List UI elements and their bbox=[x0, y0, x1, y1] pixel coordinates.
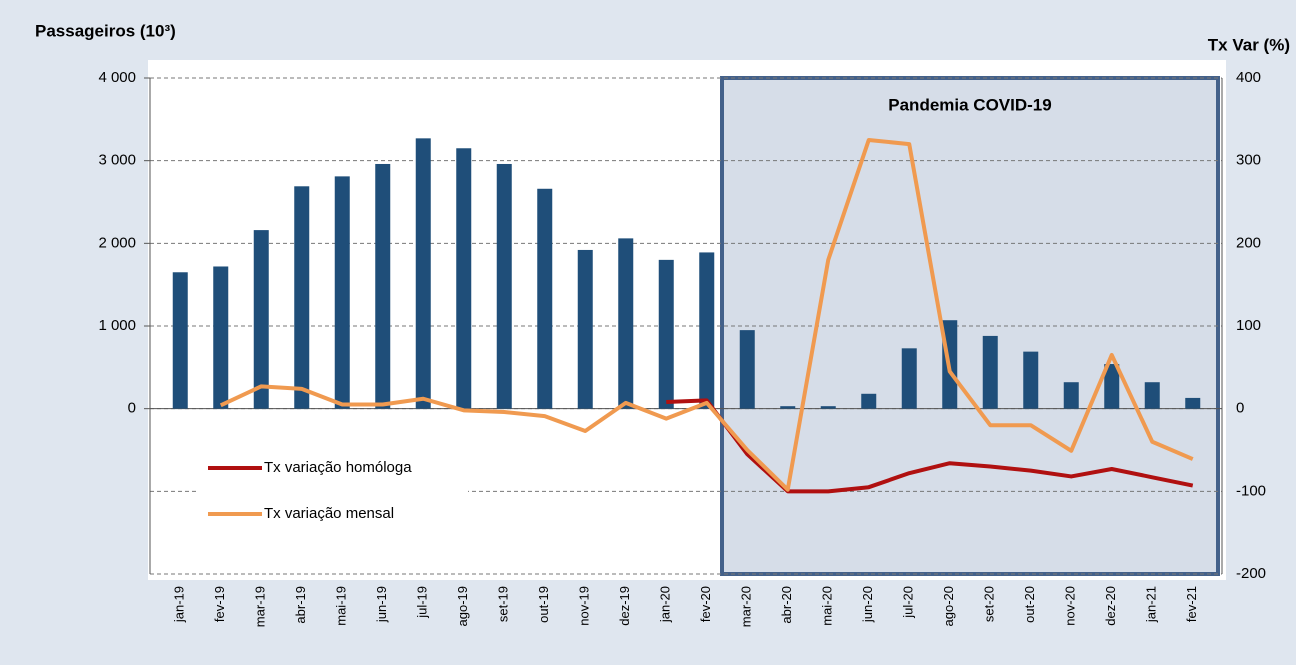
bar bbox=[1063, 382, 1079, 409]
x-tick-label: mai-19 bbox=[334, 586, 349, 626]
bar bbox=[213, 266, 229, 409]
x-tick-label: set-20 bbox=[982, 586, 997, 622]
line bbox=[219, 138, 1194, 492]
bar bbox=[375, 163, 391, 409]
legend-label: Tx variação mensal bbox=[264, 505, 394, 522]
x-tick-label: jul-19 bbox=[415, 586, 430, 619]
bar bbox=[780, 406, 796, 409]
y2-tick-label: 0 bbox=[1236, 400, 1244, 417]
x-tick-label: ago-19 bbox=[455, 586, 470, 626]
y2-tick-label: 200 bbox=[1236, 234, 1261, 251]
bar bbox=[861, 393, 877, 409]
x-tick-label: jun-19 bbox=[374, 586, 389, 623]
x-tick-label: jun-20 bbox=[860, 586, 875, 623]
bar bbox=[1023, 351, 1039, 409]
y2-tick-label: -100 bbox=[1236, 482, 1266, 499]
x-tick-label: abr-19 bbox=[293, 586, 308, 624]
x-tick-label: mar-20 bbox=[739, 586, 754, 627]
bar bbox=[456, 148, 472, 409]
x-tick-label: out-19 bbox=[536, 586, 551, 623]
x-tick-label: out-20 bbox=[1022, 586, 1037, 623]
x-tick-label: set-19 bbox=[496, 586, 511, 622]
y-tick-label: 3 000 bbox=[98, 152, 136, 169]
x-tick-label: nov-19 bbox=[577, 586, 592, 626]
bar bbox=[820, 406, 836, 409]
bar bbox=[496, 163, 512, 409]
bar bbox=[294, 186, 310, 409]
y-tick-label: 4 000 bbox=[98, 69, 136, 86]
x-tick-label: fev-21 bbox=[1184, 586, 1199, 622]
bar bbox=[739, 330, 755, 409]
legend-label: Tx variação homóloga bbox=[264, 459, 412, 476]
bar bbox=[901, 348, 917, 409]
y2-tick-label: 100 bbox=[1236, 317, 1261, 334]
bar bbox=[658, 259, 674, 409]
x-tick-label: mar-19 bbox=[253, 586, 268, 627]
x-tick-label: dez-20 bbox=[1103, 586, 1118, 626]
y2-tick-label: 300 bbox=[1236, 152, 1261, 169]
x-tick-label: ago-20 bbox=[941, 586, 956, 626]
x-tick-label: abr-20 bbox=[779, 586, 794, 624]
bar bbox=[1185, 397, 1201, 409]
x-tick-label: dez-19 bbox=[617, 586, 632, 626]
x-tick-label: jul-20 bbox=[901, 586, 916, 619]
annotation: Pandemia COVID-19 bbox=[888, 95, 1051, 114]
y-tick-label: 1 000 bbox=[98, 317, 136, 334]
bar bbox=[172, 272, 188, 409]
bar bbox=[982, 335, 998, 409]
y-axis-title: Passageiros (10³) bbox=[35, 21, 176, 40]
bar bbox=[1104, 364, 1120, 409]
x-tick-label: fev-20 bbox=[698, 586, 713, 622]
bar bbox=[1144, 382, 1160, 409]
bar bbox=[415, 138, 431, 409]
bar bbox=[334, 176, 350, 409]
x-tick-label: jan-20 bbox=[658, 586, 673, 623]
x-tick-label: jan-21 bbox=[1144, 586, 1159, 623]
bar bbox=[618, 238, 634, 409]
bar bbox=[253, 230, 269, 409]
x-tick-label: fev-19 bbox=[212, 586, 227, 622]
x-tick-label: nov-20 bbox=[1063, 586, 1078, 626]
x-tick-label: jan-19 bbox=[172, 586, 187, 623]
y2-tick-label: 400 bbox=[1236, 69, 1261, 86]
bar bbox=[537, 188, 553, 409]
line bbox=[666, 398, 1194, 494]
y-tick-label: 0 bbox=[128, 400, 136, 417]
bar bbox=[699, 252, 715, 409]
legend-box bbox=[196, 446, 468, 538]
bar bbox=[577, 249, 593, 409]
y-tick-label: 2 000 bbox=[98, 234, 136, 251]
y2-axis-title: Tx Var (%) bbox=[1208, 35, 1290, 54]
x-tick-label: mai-20 bbox=[820, 586, 835, 626]
legend: Tx variação homóloga Tx variação mensal bbox=[196, 446, 468, 538]
y2-tick-label: -200 bbox=[1236, 565, 1266, 582]
